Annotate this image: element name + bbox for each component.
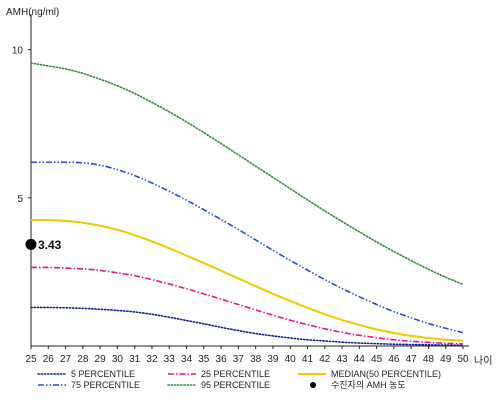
patient-amh-value-label: 3.43 bbox=[38, 238, 62, 252]
x-tick-label: 38 bbox=[250, 354, 262, 365]
x-tick-label: 45 bbox=[371, 354, 383, 365]
x-tick-label: 50 bbox=[457, 354, 469, 365]
legend-swatch-amh bbox=[310, 382, 316, 388]
x-tick-label: 49 bbox=[440, 354, 452, 365]
legend-label-5-percentile: 5 PERCENTILE bbox=[71, 369, 135, 379]
x-tick-label: 40 bbox=[285, 354, 297, 365]
x-tick-label: 34 bbox=[181, 354, 193, 365]
x-tick-label: 48 bbox=[423, 354, 435, 365]
series-line-median-50-percentile bbox=[30, 218, 464, 342]
x-tick-label: 41 bbox=[302, 354, 314, 365]
patient-amh-point bbox=[25, 238, 37, 250]
x-tick-label: 37 bbox=[233, 354, 245, 365]
series-line-95-percentile bbox=[30, 62, 464, 286]
x-tick-label: 29 bbox=[95, 354, 107, 365]
legend-label-25-percentile: 25 PERCENTILE bbox=[201, 369, 270, 379]
series-line-5-percentile bbox=[30, 306, 464, 347]
x-tick-label: 27 bbox=[60, 354, 72, 365]
x-tick-label: 28 bbox=[77, 354, 89, 365]
x-tick-label: 42 bbox=[319, 354, 331, 365]
x-axis-ticks: 25 26 27 28 29 30 31 32 33 34 35 36 37 38 39 40 41 42 43 44… bbox=[25, 346, 469, 365]
x-tick-label: 47 bbox=[406, 354, 418, 365]
x-tick-label: 31 bbox=[129, 354, 141, 365]
x-tick-label: 26 bbox=[43, 354, 55, 365]
legend-label-95-percentile: 95 PERCENTILE bbox=[201, 380, 270, 390]
legend: 5 PERCENTILE 25 PERCENTILE MEDIAN(50 PERCE… bbox=[37, 369, 441, 390]
x-tick-label: 43 bbox=[336, 354, 348, 365]
y-tick-label: 5 bbox=[17, 194, 23, 205]
x-tick-label: 44 bbox=[354, 354, 366, 365]
series-line-25-percentile bbox=[30, 266, 464, 345]
x-tick-label: 39 bbox=[267, 354, 279, 365]
y-axis-ticks: 5 10 bbox=[12, 46, 31, 205]
x-tick-label: 30 bbox=[112, 354, 124, 365]
y-tick-label: 10 bbox=[12, 46, 24, 57]
x-axis-title: 나이 bbox=[474, 355, 492, 367]
x-tick-label: 35 bbox=[198, 354, 210, 365]
legend-label-amh: 수진자의 AMH 농도 bbox=[331, 380, 406, 390]
legend-label-median-50-percentile: MEDIAN(50 PERCENTILE) bbox=[331, 369, 441, 379]
patient-marker: 3.43 bbox=[25, 238, 62, 252]
series-lines bbox=[30, 62, 464, 347]
x-tick-label: 46 bbox=[388, 354, 400, 365]
x-tick-label: 25 bbox=[25, 354, 37, 365]
y-axis-title: AMH(ng/ml) bbox=[6, 7, 59, 18]
x-tick-label: 33 bbox=[164, 354, 176, 365]
legend-label-75-percentile: 75 PERCENTILE bbox=[71, 380, 140, 390]
plot-area bbox=[30, 14, 469, 347]
x-tick-label: 32 bbox=[146, 354, 158, 365]
x-tick-label: 36 bbox=[216, 354, 228, 365]
